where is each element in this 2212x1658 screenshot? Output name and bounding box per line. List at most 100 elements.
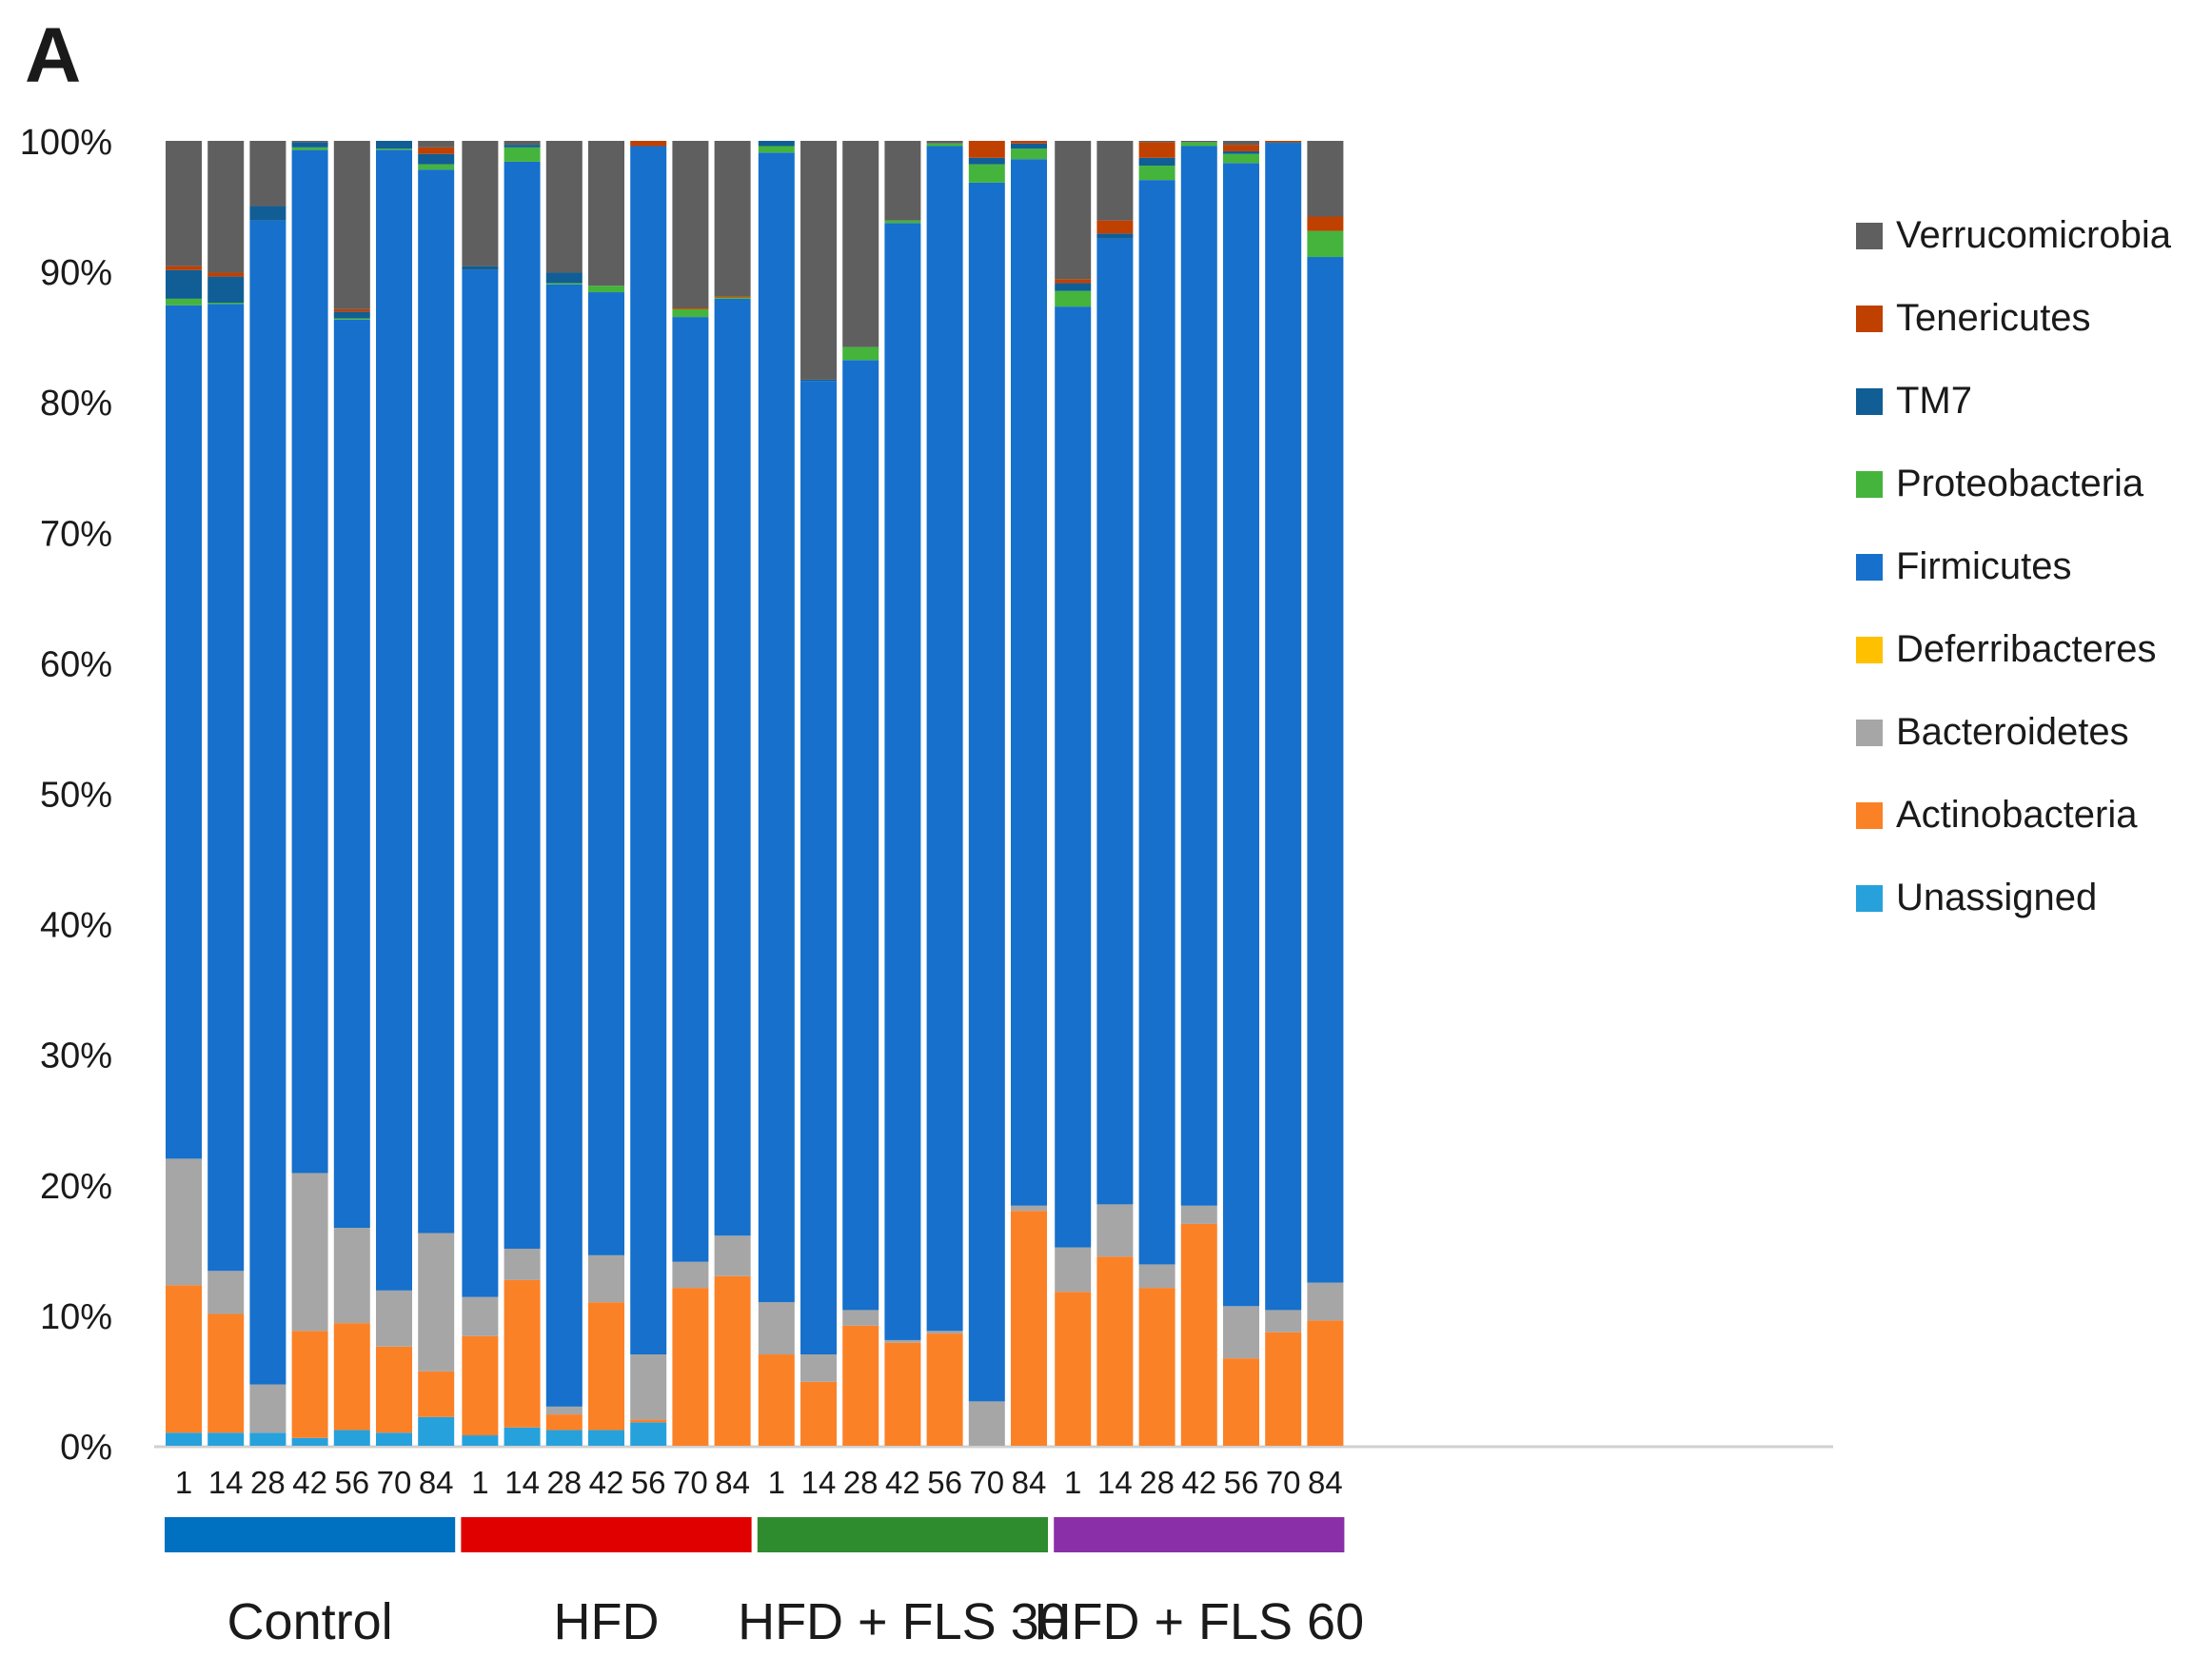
- y-tick-label: 90%: [40, 253, 112, 293]
- bar-segment-bacteroidetes: [418, 1233, 455, 1372]
- bar-segment-bacteroidetes: [842, 1310, 879, 1326]
- bar-segment-verrucomicrobia: [1223, 141, 1259, 146]
- bar-segment-verrucomicrobia: [545, 141, 583, 273]
- bar-segment-tenericutes: [166, 266, 202, 270]
- legend-item: Verrucomicrobia: [1856, 194, 2171, 277]
- bar-segment-proteobacteria: [545, 283, 583, 285]
- x-tick-label: 84: [1012, 1465, 1047, 1500]
- bar-segment-proteobacteria: [1138, 166, 1175, 181]
- bar-segment-firmicutes: [1011, 159, 1047, 1206]
- bar-segment-actinobacteria: [1011, 1211, 1047, 1446]
- bar-segment-tenericutes: [418, 147, 455, 154]
- bar-segment-tenericutes: [714, 296, 751, 298]
- x-tick-label: 70: [377, 1465, 412, 1500]
- bar-segment-verrucomicrobia: [1180, 141, 1217, 143]
- y-tick-label: 40%: [40, 906, 112, 946]
- bar-segment-actinobacteria: [166, 1285, 202, 1433]
- bar-segment-bacteroidetes: [207, 1271, 245, 1314]
- bar-segment-tenericutes: [1011, 141, 1047, 144]
- bar-segment-actinobacteria: [630, 1419, 667, 1423]
- group-bar-hfd-fls-60: [1054, 1517, 1345, 1552]
- bar-segment-tm7: [1096, 233, 1134, 239]
- bar-segment-proteobacteria: [207, 303, 245, 305]
- legend-swatch: [1856, 305, 1883, 332]
- bar-segment-firmicutes: [1223, 163, 1259, 1307]
- bar-segment-firmicutes: [1055, 306, 1092, 1248]
- bar-segment-unassigned: [207, 1432, 245, 1446]
- y-tick-label: 100%: [20, 123, 112, 163]
- bar-segment-tm7: [249, 206, 286, 221]
- bar-segment-proteobacteria: [588, 286, 624, 293]
- x-tick-label: 56: [1224, 1465, 1259, 1500]
- bar-segment-actinobacteria: [1180, 1223, 1217, 1446]
- bar-segment-bacteroidetes: [504, 1248, 541, 1280]
- bar-segment-firmicutes: [1180, 146, 1217, 1206]
- bar-segment-proteobacteria: [1055, 290, 1092, 307]
- bar-segment-verrucomicrobia: [884, 141, 921, 221]
- x-tick-label: 14: [1097, 1465, 1133, 1500]
- bar-segment-actinobacteria: [333, 1323, 370, 1431]
- legend-swatch: [1856, 222, 1883, 249]
- bar-segment-tenericutes: [1223, 145, 1259, 151]
- bar-segment-tm7: [504, 145, 541, 148]
- y-tick-label: 20%: [40, 1167, 112, 1207]
- bar-segment-bacteroidetes: [1096, 1204, 1134, 1257]
- group-bar-hfd-fls-30: [757, 1517, 1048, 1552]
- bar-segment-proteobacteria: [166, 298, 202, 306]
- legend-item: TM7: [1856, 360, 2171, 443]
- legend-label: Deferribacteres: [1896, 628, 2157, 670]
- bar-segment-firmicutes: [1138, 180, 1175, 1265]
- bar-segment-tenericutes: [1138, 142, 1175, 158]
- bar-segment-tm7: [545, 272, 583, 284]
- bar-segment-tenericutes: [1307, 216, 1344, 231]
- legend-item: Bacteroidetes: [1856, 691, 2171, 774]
- bar-segment-proteobacteria: [504, 147, 541, 162]
- bar-segment-firmicutes: [376, 149, 412, 1291]
- legend-swatch: [1856, 553, 1883, 581]
- bar-segment-tm7: [166, 269, 202, 299]
- group-label: HFD + FLS 30: [738, 1593, 1068, 1650]
- bar-segment-actinobacteria: [842, 1325, 879, 1446]
- legend-item: Unassigned: [1856, 857, 2171, 939]
- bar-segment-bacteroidetes: [462, 1296, 499, 1336]
- bar-segment-firmicutes: [504, 161, 541, 1249]
- bar-segment-verrucomicrobia: [504, 141, 541, 146]
- bar-segment-tm7: [1265, 142, 1302, 144]
- x-tick-label: 1: [1064, 1465, 1081, 1500]
- bar-segment-proteobacteria: [968, 164, 1005, 183]
- group-label: HFD: [554, 1593, 660, 1650]
- bar-segment-firmicutes: [291, 149, 328, 1174]
- bar-segment-firmicutes: [714, 298, 751, 1236]
- x-tick-label: 42: [885, 1465, 920, 1500]
- bar-segment-verrucomicrobia: [842, 141, 879, 347]
- bar-segment-tm7: [291, 142, 328, 148]
- bar-segment-proteobacteria: [376, 148, 412, 150]
- bar-segment-firmicutes: [1265, 143, 1302, 1311]
- bar-segment-bacteroidetes: [588, 1254, 624, 1303]
- bar-segment-unassigned: [418, 1416, 455, 1446]
- bar-segment-proteobacteria: [884, 220, 921, 224]
- bar-segment-actinobacteria: [672, 1288, 709, 1446]
- bar-segment-firmicutes: [842, 360, 879, 1311]
- bar-segment-firmicutes: [884, 223, 921, 1340]
- legend-item: Firmicutes: [1856, 525, 2171, 608]
- legend-swatch: [1856, 884, 1883, 912]
- bar-segment-unassigned: [291, 1437, 328, 1446]
- bar-segment-actinobacteria: [1223, 1358, 1259, 1446]
- legend-swatch: [1856, 387, 1883, 415]
- bar-segment-firmicutes: [672, 317, 709, 1262]
- legend-label: Unassigned: [1896, 877, 2098, 918]
- bar-segment-verrucomicrobia: [207, 141, 245, 273]
- bar-segment-bacteroidetes: [1223, 1306, 1259, 1359]
- legend-swatch: [1856, 801, 1883, 829]
- bar-segment-firmicutes: [462, 269, 499, 1297]
- bar-segment-tm7: [1055, 283, 1092, 291]
- y-tick-label: 30%: [40, 1036, 112, 1076]
- bar-segment-bacteroidetes: [1011, 1205, 1047, 1212]
- legend-label: Tenericutes: [1896, 297, 2091, 339]
- bar-segment-bacteroidetes: [968, 1401, 1005, 1446]
- group-label: HFD + FLS 60: [1034, 1593, 1364, 1650]
- bar-segment-actinobacteria: [504, 1279, 541, 1428]
- legend-swatch: [1856, 719, 1883, 746]
